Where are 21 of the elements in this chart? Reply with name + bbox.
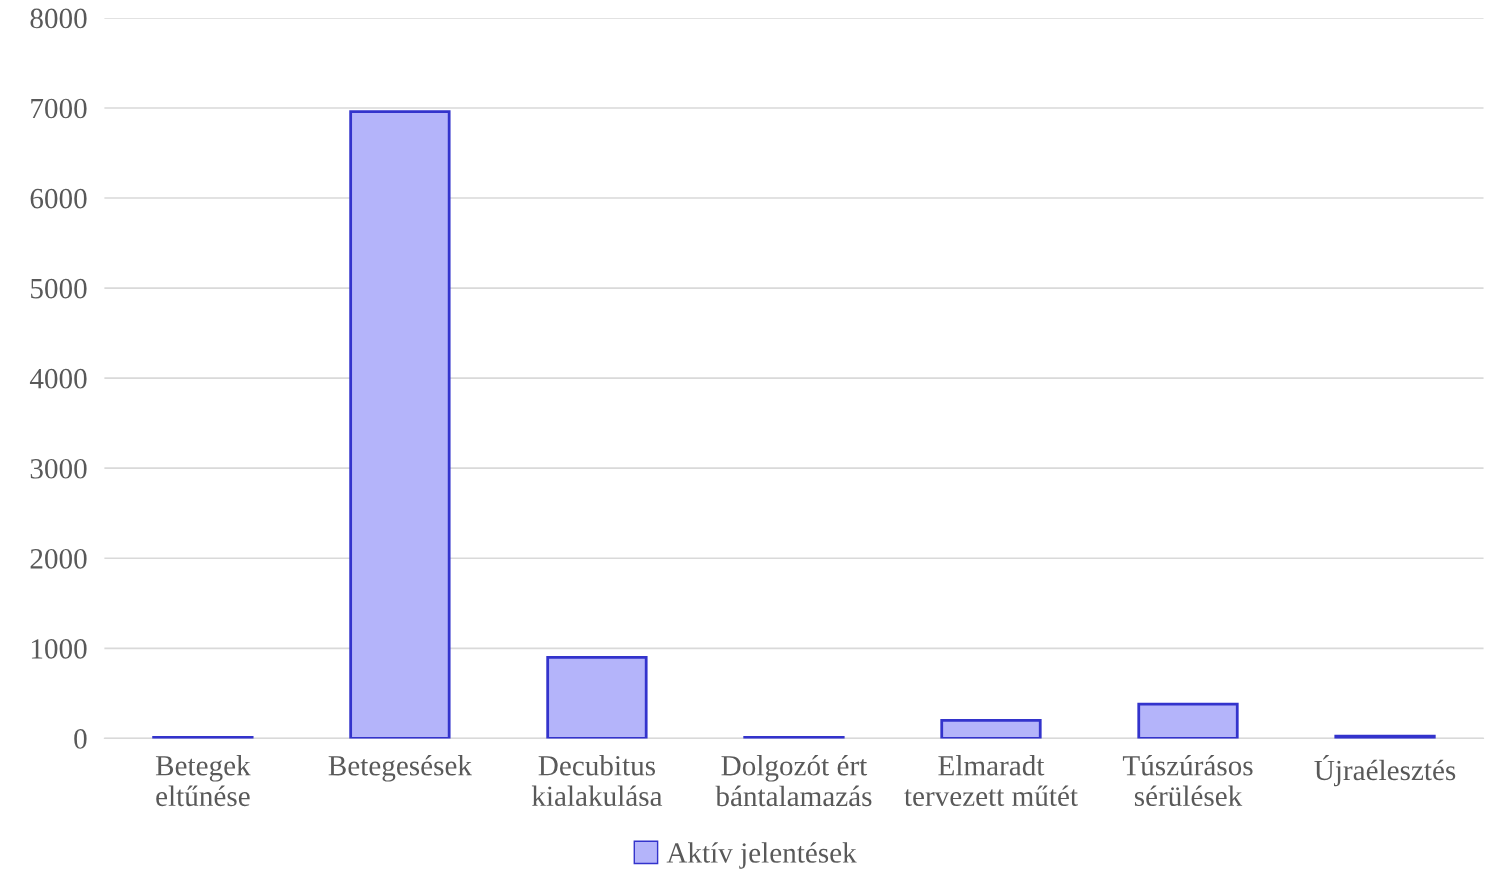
x-tick-label: Dolgozót ért bántalamazás xyxy=(715,755,872,807)
y-tick-label: 7000 xyxy=(31,98,87,119)
y-tick-label: 1000 xyxy=(31,639,87,659)
y-tick-label: 4000 xyxy=(29,368,87,389)
x-tick-label: Túszúrásos sérülések xyxy=(1122,755,1253,807)
y-tick-label: 8000 xyxy=(30,8,87,29)
y-tick-label: 6000 xyxy=(30,188,87,209)
y-tick-label: 2000 xyxy=(30,548,87,569)
y-tick-label: 5000 xyxy=(31,278,87,299)
x-tick-label: Betegesések xyxy=(328,755,472,782)
y-tick-label: 0 xyxy=(74,729,87,749)
bar xyxy=(546,655,648,739)
x-tick-label: Betegek eltűnése xyxy=(155,755,251,807)
legend-label: Aktív jelentések xyxy=(666,842,857,869)
x-tick-label: Decubitus kialakulása xyxy=(531,755,663,807)
x-tick-label: Újraélesztés xyxy=(1314,755,1456,787)
bar xyxy=(940,718,1042,739)
x-tick-label: Elmaradt tervezett műtét xyxy=(904,755,1078,807)
bar xyxy=(1137,702,1239,739)
y-tick-label: 3000 xyxy=(30,458,87,479)
bar xyxy=(349,110,451,739)
